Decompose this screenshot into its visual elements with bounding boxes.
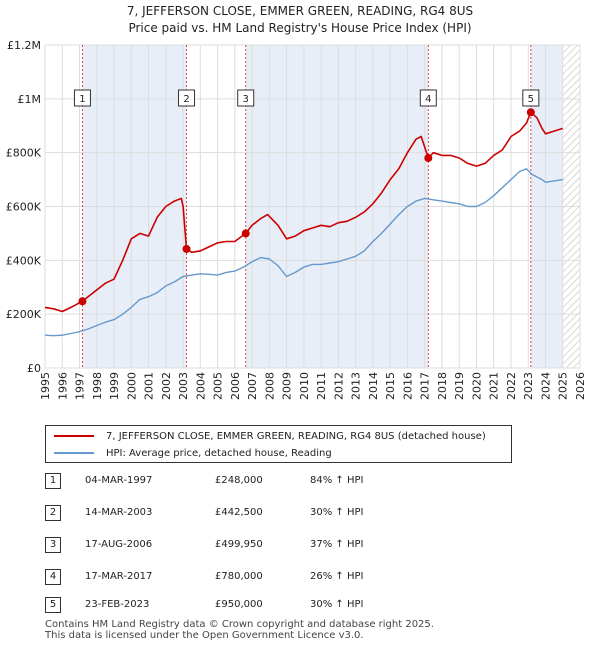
sale-point xyxy=(182,244,191,253)
y-tick-label: £1M xyxy=(18,93,42,106)
sale-price: £780,000 xyxy=(215,571,263,582)
property-price-line xyxy=(44,111,563,313)
legend-label-hpi: HPI: Average price, detached house, Read… xyxy=(106,447,332,459)
x-tick-label: 2014 xyxy=(367,372,380,400)
sale-date: 04-MAR-1997 xyxy=(85,475,153,486)
sale-number-label: 4 xyxy=(425,94,431,105)
y-tick-label: £600K xyxy=(6,201,42,214)
x-tick-label: 2013 xyxy=(350,372,363,400)
sale-row: 3 17-AUG-2006 £499,950 37% ↑ HPI xyxy=(45,537,445,555)
x-tick-label: 2017 xyxy=(419,372,432,400)
legend-swatch-property xyxy=(54,435,94,437)
legend-label-property: 7, JEFFERSON CLOSE, EMMER GREEN, READING… xyxy=(106,430,486,442)
sale-number-box xyxy=(419,89,437,107)
sale-date: 14-MAR-2003 xyxy=(85,507,153,518)
sale-number-box xyxy=(522,89,540,107)
y-tick-label: £0 xyxy=(27,362,41,375)
hpi-line xyxy=(44,168,563,337)
y-tick-label: £1.2M xyxy=(7,39,41,52)
x-tick-label: 1997 xyxy=(74,372,87,400)
x-tick-label: 2008 xyxy=(263,372,276,400)
chart-title: 7, JEFFERSON CLOSE, EMMER GREEN, READING… xyxy=(126,4,474,18)
sale-price: £950,000 xyxy=(215,599,263,610)
sale-date: 17-MAR-2017 xyxy=(85,571,153,582)
footer-licence: This data is licensed under the Open Gov… xyxy=(45,630,364,641)
sale-hpi-change: 30% ↑ HPI xyxy=(310,507,364,518)
sale-number-badge: 2 xyxy=(45,505,61,521)
legend: 7, JEFFERSON CLOSE, EMMER GREEN, READING… xyxy=(45,425,512,463)
sale-number-box xyxy=(237,89,255,107)
sale-point xyxy=(241,229,250,238)
sale-date: 17-AUG-2006 xyxy=(85,539,153,550)
footer-copyright: Contains HM Land Registry data © Crown c… xyxy=(45,619,434,630)
x-tick-label: 2002 xyxy=(160,372,173,400)
x-tick-label: 2012 xyxy=(332,372,345,400)
sale-number-label: 1 xyxy=(79,94,85,105)
sale-point xyxy=(424,154,433,163)
legend-item-hpi: HPI: Average price, detached house, Read… xyxy=(54,445,332,461)
x-tick-label: 1995 xyxy=(39,372,52,400)
sale-row: 4 17-MAR-2017 £780,000 26% ↑ HPI xyxy=(45,569,445,587)
sale-number-label: 2 xyxy=(183,94,189,105)
x-tick-label: 2005 xyxy=(212,372,225,400)
sale-row: 5 23-FEB-2023 £950,000 30% ↑ HPI xyxy=(45,597,445,615)
x-tick-label: 1996 xyxy=(56,372,69,400)
y-tick-label: £200K xyxy=(6,308,42,321)
sale-number-label: 5 xyxy=(528,94,534,105)
sale-number-badge: 1 xyxy=(45,473,61,489)
x-tick-label: 1999 xyxy=(108,372,121,400)
sale-price: £442,500 xyxy=(215,507,263,518)
x-tick-label: 2001 xyxy=(143,372,156,400)
sale-hpi-change: 84% ↑ HPI xyxy=(310,475,364,486)
sale-row: 2 14-MAR-2003 £442,500 30% ↑ HPI xyxy=(45,505,445,523)
x-tick-label: 2010 xyxy=(298,372,311,400)
x-tick-label: 2004 xyxy=(194,372,207,400)
x-tick-label: 2019 xyxy=(453,372,466,400)
x-tick-label: 2006 xyxy=(229,372,242,400)
x-tick-label: 2015 xyxy=(384,372,397,400)
y-tick-label: £800K xyxy=(6,147,42,160)
sale-price: £248,000 xyxy=(215,475,263,486)
x-tick-label: 2007 xyxy=(246,372,259,400)
sale-hpi-change: 26% ↑ HPI xyxy=(310,571,364,582)
sale-price: £499,950 xyxy=(215,539,263,550)
sale-number-label: 3 xyxy=(243,94,249,105)
x-tick-label: 2018 xyxy=(436,372,449,400)
sale-number-badge: 3 xyxy=(45,537,61,553)
x-tick-label: 2011 xyxy=(315,372,328,400)
x-tick-label: 2000 xyxy=(125,372,138,400)
x-tick-label: 2023 xyxy=(522,372,535,400)
x-tick-label: 2025 xyxy=(557,372,570,400)
x-tick-label: 2020 xyxy=(470,372,483,400)
sale-row: 1 04-MAR-1997 £248,000 84% ↑ HPI xyxy=(45,473,445,491)
legend-swatch-hpi xyxy=(54,452,94,454)
x-tick-label: 2003 xyxy=(177,372,190,400)
x-tick-label: 2024 xyxy=(539,372,552,400)
sale-number-box xyxy=(73,89,91,107)
sale-hpi-change: 30% ↑ HPI xyxy=(310,599,364,610)
sale-number-badge: 5 xyxy=(45,597,61,613)
footer: Contains HM Land Registry data © Crown c… xyxy=(45,619,434,641)
x-tick-label: 2022 xyxy=(505,372,518,400)
legend-item-property: 7, JEFFERSON CLOSE, EMMER GREEN, READING… xyxy=(54,428,486,444)
x-tick-label: 2021 xyxy=(488,372,501,400)
chart-subtitle: Price paid vs. HM Land Registry's House … xyxy=(128,21,472,35)
x-tick-label: 2016 xyxy=(401,372,414,400)
x-tick-label: 1998 xyxy=(91,372,104,400)
x-tick-label: 2026 xyxy=(574,372,587,400)
sale-number-box xyxy=(178,89,196,107)
sale-point xyxy=(526,108,535,117)
sale-hpi-change: 37% ↑ HPI xyxy=(310,539,364,550)
y-tick-label: £400K xyxy=(6,254,42,267)
sale-date: 23-FEB-2023 xyxy=(85,599,150,610)
x-tick-label: 2009 xyxy=(281,372,294,400)
sale-point xyxy=(78,297,87,306)
price-chart: 1 2 3 4 5 £0 £200K £400K £600K £800K £1M £1.2M 1995… xyxy=(6,39,587,400)
sale-number-badge: 4 xyxy=(45,569,61,585)
